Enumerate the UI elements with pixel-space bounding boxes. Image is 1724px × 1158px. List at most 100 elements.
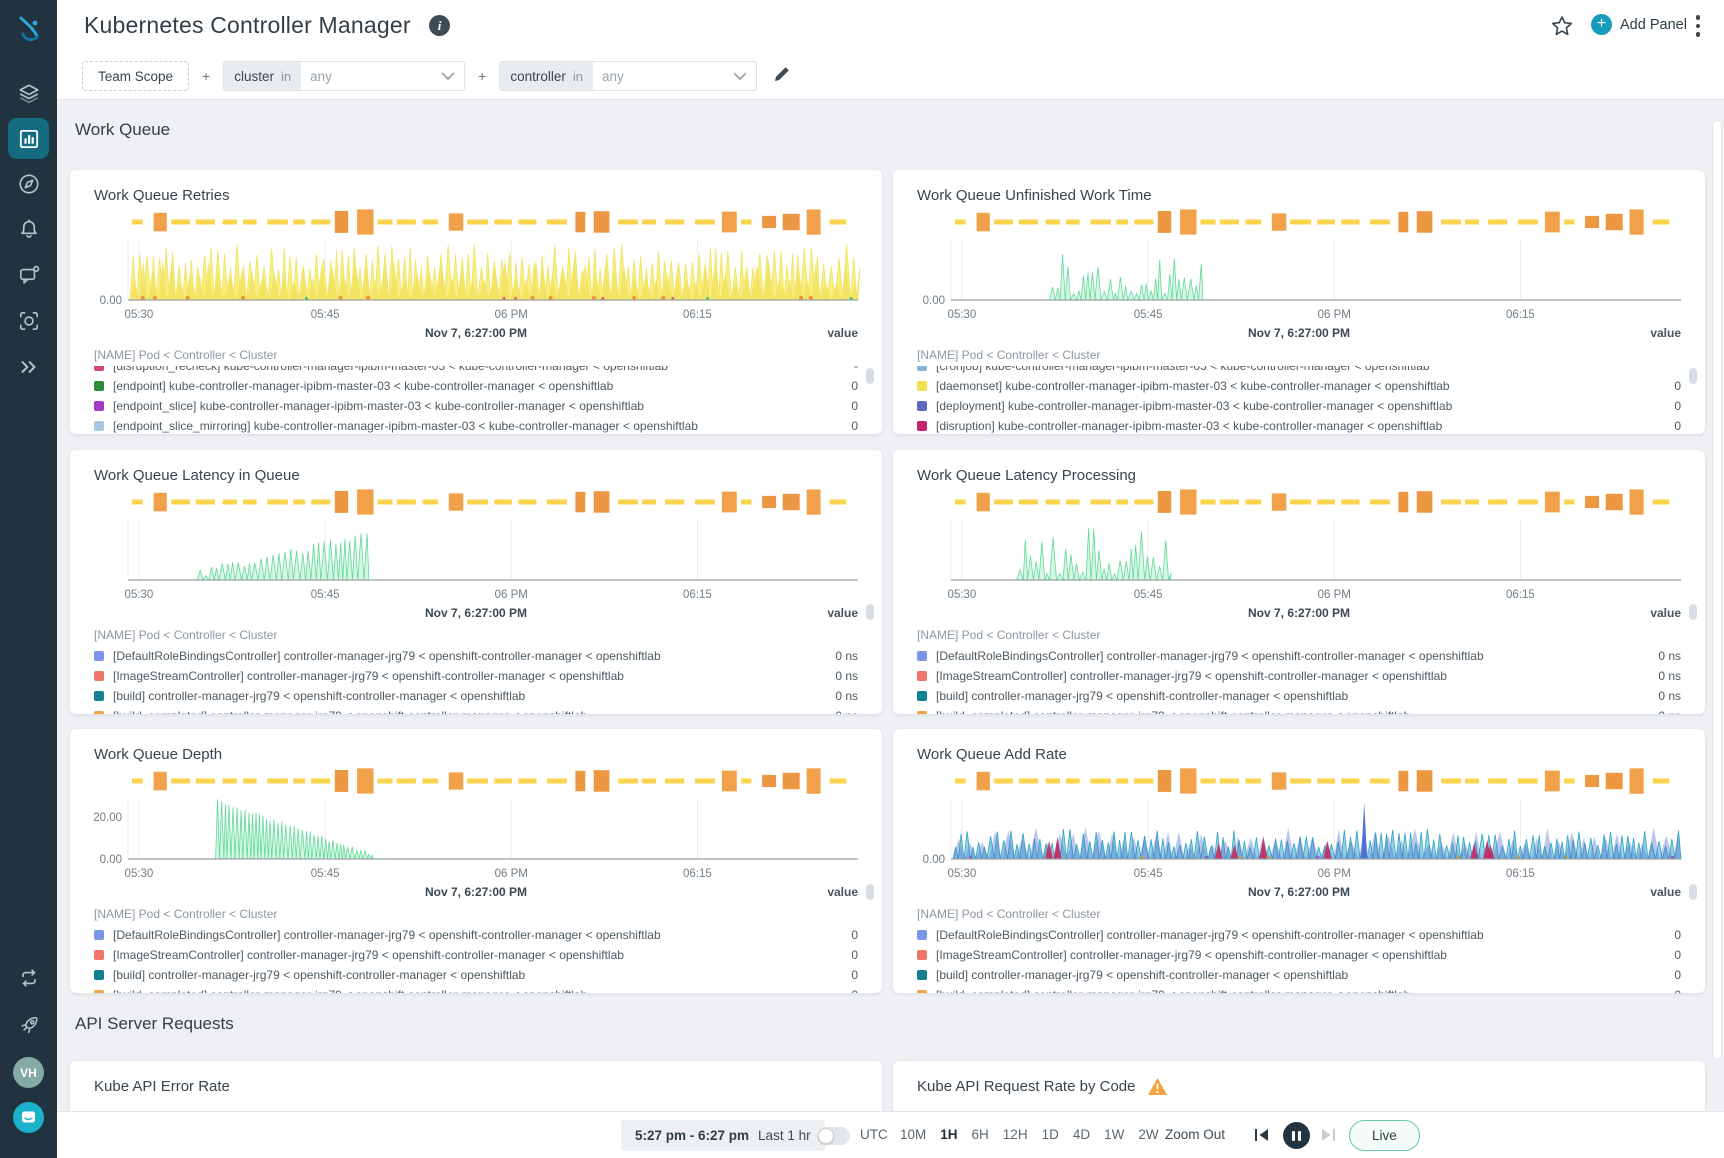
series-value: 0 ns — [1658, 649, 1681, 663]
legend-scrollbar[interactable] — [1689, 368, 1697, 384]
favorite-star-icon[interactable] — [1551, 15, 1573, 42]
series-swatch — [917, 381, 927, 391]
legend-row[interactable]: [daemonset] kube-controller-manager-ipib… — [917, 376, 1681, 396]
skip-forward-icon[interactable] — [1319, 1126, 1337, 1149]
series-label: [ImageStreamController] controller-manag… — [113, 948, 624, 962]
page-scrollbar[interactable] — [1712, 120, 1722, 1060]
legend-row[interactable]: [DefaultRoleBindingsController] controll… — [94, 925, 858, 945]
series-label: [cronjob] kube-controller-manager-ipibm-… — [936, 366, 1430, 373]
rocket-icon[interactable] — [0, 1013, 57, 1037]
time-preset-1d[interactable]: 1D — [1041, 1127, 1059, 1142]
panel-title: Work Queue Latency Processing — [917, 466, 1137, 484]
time-preset-4d[interactable]: 4D — [1072, 1127, 1091, 1142]
utc-toggle[interactable] — [817, 1127, 850, 1145]
legend-scrollbar[interactable] — [866, 884, 874, 900]
time-presets: 10M 1H 6H 12H 1D 4D 1W 2W — [900, 1127, 1159, 1142]
panel-title: Work Queue Depth — [94, 745, 223, 763]
captures-icon[interactable] — [0, 309, 57, 333]
legend-row[interactable]: [DefaultRoleBindingsController] controll… — [917, 925, 1681, 945]
legend-row[interactable]: [cronjob] kube-controller-manager-ipibm-… — [917, 366, 1681, 376]
panel-chart[interactable]: 05:30 05:45 06 PM 06:15 — [70, 486, 882, 604]
legend-row[interactable]: [build_completed] controller-manager-jrg… — [917, 985, 1681, 993]
series-label: [ImageStreamController] controller-manag… — [936, 948, 1447, 962]
time-range-display[interactable]: 5:27 pm - 6:27 pm Last 1 hr — [621, 1120, 825, 1151]
add-panel-button[interactable]: + Add Panel — [1591, 14, 1687, 35]
legend-row[interactable]: [disruption] kube-controller-manager-ipi… — [917, 416, 1681, 434]
legend-row[interactable]: [build] controller-manager-jrg79 < opens… — [917, 965, 1681, 985]
filter-plus: + — [478, 68, 487, 84]
sysdig-logo[interactable] — [0, 14, 57, 46]
series-label: [DefaultRoleBindingsController] controll… — [113, 649, 661, 663]
legend-scrollbar[interactable] — [866, 368, 874, 384]
time-preset-1h[interactable]: 1H — [940, 1127, 958, 1142]
timestamp-label: Nov 7, 6:27:00 PM — [1247, 606, 1351, 620]
skip-back-icon[interactable] — [1253, 1126, 1271, 1149]
series-value: 0 ns — [823, 709, 858, 714]
legend-row[interactable]: [endpoint_slice_mirroring] kube-controll… — [94, 416, 858, 434]
alerts-icon[interactable] — [0, 217, 57, 241]
legend-row[interactable]: [build_completed] controller-manager-jrg… — [94, 985, 858, 993]
time-preset-10m[interactable]: 10M — [900, 1127, 927, 1142]
events-icon[interactable] — [0, 263, 57, 287]
panel-chart[interactable]: 05:30 05:45 06 PM 06:15 20.00 0.00 — [70, 765, 882, 883]
time-preset-12h[interactable]: 12H — [1002, 1127, 1028, 1142]
legend-row[interactable]: [endpoint] kube-controller-manager-ipibm… — [94, 376, 858, 396]
legend-row[interactable]: [ImageStreamController] controller-manag… — [917, 945, 1681, 965]
filter-chip-cluster[interactable]: cluster in any — [223, 61, 466, 91]
legend-row[interactable]: [ImageStreamController] controller-manag… — [94, 666, 858, 686]
legend-row[interactable]: [DefaultRoleBindingsController] controll… — [94, 646, 858, 666]
chevron-down-icon — [441, 72, 455, 80]
svg-text:06:15: 06:15 — [1506, 309, 1535, 321]
panel-chart[interactable]: 05:30 05:45 06 PM 06:15 0.00 — [893, 206, 1705, 324]
layers-icon[interactable] — [0, 82, 57, 106]
sync-icon[interactable] — [0, 966, 57, 990]
series-swatch — [917, 401, 927, 411]
panel-chart[interactable]: 05:30 05:45 06 PM 06:15 0.00 — [70, 206, 882, 324]
plus-icon: + — [1591, 14, 1612, 35]
zoom-out-button[interactable]: Zoom Out — [1165, 1127, 1226, 1142]
legend-row[interactable]: [build_completed] controller-manager-jrg… — [94, 706, 858, 714]
legend-row[interactable]: [deployment] kube-controller-manager-ipi… — [917, 396, 1681, 416]
panel-title: Kube API Request Rate by Code — [917, 1077, 1136, 1095]
user-avatar[interactable]: VH — [13, 1057, 44, 1088]
legend-row[interactable]: [build] controller-manager-jrg79 < opens… — [94, 965, 858, 985]
time-preset-1w[interactable]: 1W — [1104, 1127, 1125, 1142]
info-icon[interactable]: i — [429, 15, 450, 36]
timestamp-label: Nov 7, 6:27:00 PM — [1247, 885, 1351, 899]
team-scope-chip[interactable]: Team Scope — [82, 61, 190, 91]
panel-chart[interactable]: 05:30 05:45 06 PM 06:15 0.00 — [893, 765, 1705, 883]
legend-row[interactable]: [build] controller-manager-jrg79 < opens… — [917, 686, 1681, 706]
legend-row[interactable]: [ImageStreamController] controller-manag… — [94, 945, 858, 965]
series-value: 0 — [1674, 968, 1681, 982]
legend-row[interactable]: [ImageStreamController] controller-manag… — [917, 666, 1681, 686]
legend-row[interactable]: [disruption_recheck] kube-controller-man… — [94, 366, 858, 376]
filter-chip-controller[interactable]: controller in any — [499, 61, 757, 91]
series-swatch — [94, 381, 104, 391]
time-preset-2w[interactable]: 2W — [1138, 1127, 1159, 1142]
legend-row[interactable]: [build] controller-manager-jrg79 < opens… — [94, 686, 858, 706]
legend-row[interactable]: [build_completed] controller-manager-jrg… — [917, 706, 1681, 714]
warning-icon[interactable] — [1147, 1077, 1168, 1096]
live-button[interactable]: Live — [1349, 1120, 1420, 1151]
edit-scope-icon[interactable] — [773, 65, 791, 88]
legend-scrollbar[interactable] — [1689, 604, 1697, 620]
pause-button[interactable] — [1283, 1122, 1310, 1149]
expand-icon[interactable] — [0, 355, 57, 379]
svg-text:05:45: 05:45 — [311, 309, 340, 321]
legend-row[interactable]: [endpoint_slice] kube-controller-manager… — [94, 396, 858, 416]
series-value: 0 — [851, 399, 858, 413]
explore-icon[interactable] — [0, 172, 57, 196]
more-options-icon[interactable] — [1695, 15, 1701, 41]
svg-text:05:30: 05:30 — [948, 868, 977, 880]
panel-chart[interactable]: 05:30 05:45 06 PM 06:15 — [893, 486, 1705, 604]
value-column-header: value — [827, 326, 858, 340]
timestamp-label: Nov 7, 6:27:00 PM — [424, 606, 528, 620]
time-preset-6h[interactable]: 6H — [971, 1127, 989, 1142]
help-chat-icon[interactable] — [13, 1102, 44, 1133]
legend-scrollbar[interactable] — [1689, 884, 1697, 900]
section-title-api-server-requests: API Server Requests — [75, 1014, 234, 1033]
dashboards-icon[interactable] — [8, 118, 49, 159]
legend-row[interactable]: [DefaultRoleBindingsController] controll… — [917, 646, 1681, 666]
legend-scrollbar[interactable] — [866, 604, 874, 620]
